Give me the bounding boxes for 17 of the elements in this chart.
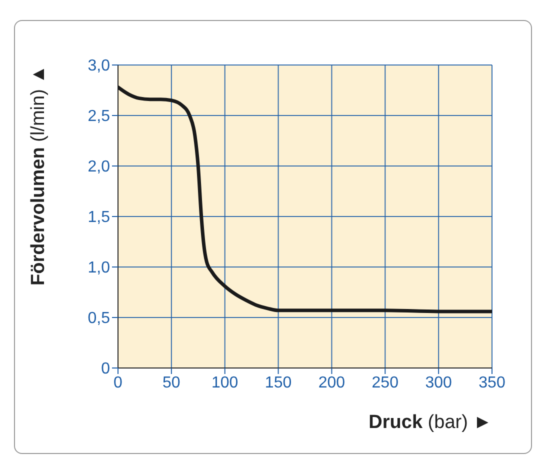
y-tick-label: 1,0 [88,260,110,277]
x-tick-label: 300 [425,374,452,392]
y-tick-label: 2,0 [88,158,110,176]
x-tick-label: 200 [318,374,346,392]
y-tick-label: 3,0 [88,58,110,75]
y-tick-label: 1,5 [88,209,110,226]
x-tick-label: 150 [264,374,292,392]
x-tick-label: 0 [114,374,123,392]
x-tick-label: 250 [372,374,399,392]
y-tick-label: 2,5 [88,108,110,126]
x-axis-title: Druck (bar) ► [368,412,492,433]
y-axis-title: Fördervolumen (l/min) ▲ [28,65,49,286]
x-tick-label: 350 [478,374,506,392]
x-tick-label: 50 [162,374,180,392]
y-tick-label: 0 [101,360,110,378]
y-tick-label: 0,5 [88,310,110,328]
x-tick-label: 100 [212,374,238,392]
